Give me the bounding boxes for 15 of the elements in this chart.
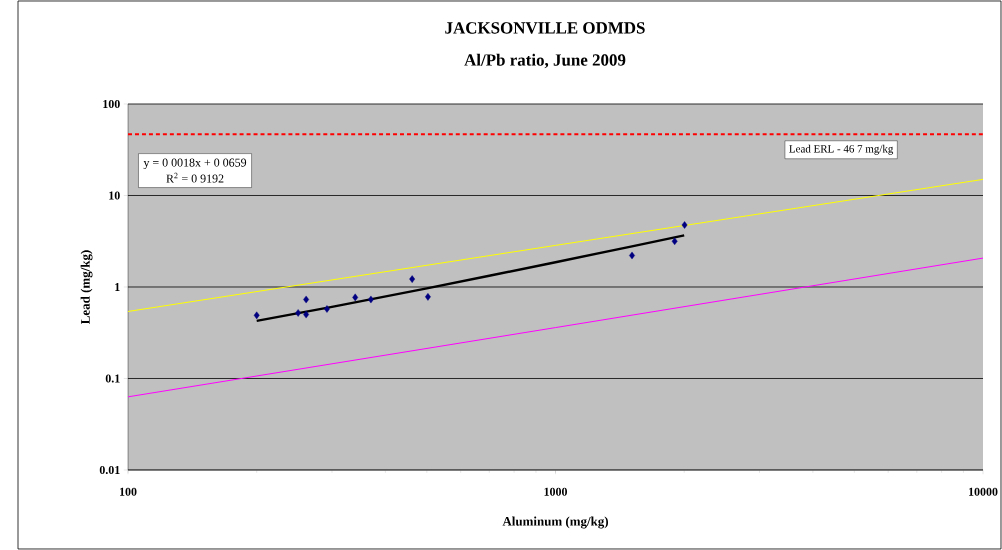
chart-subtitle: Al/Pb ratio, June 2009 bbox=[464, 53, 626, 69]
y-tick-label: 100 bbox=[103, 99, 120, 109]
ref-line-label: Lead ERL - 46 7 mg/kg bbox=[789, 144, 894, 155]
chart-title: JACKSONVILLE ODMDS bbox=[445, 22, 645, 34]
y-tick-label: 0.1 bbox=[105, 374, 120, 383]
annotation: R$^{2}$ = 0 9192 bbox=[166, 172, 224, 183]
x-tick-label: 100 bbox=[120, 487, 137, 496]
x-tick-label: 10000 bbox=[969, 487, 998, 496]
y-tick-label: 10 bbox=[109, 191, 120, 200]
x-tick-label: 1000 bbox=[544, 487, 568, 496]
x-axis-title: Aluminum (mg/kg) bbox=[502, 516, 609, 529]
y-tick-label: 0.01 bbox=[99, 465, 120, 475]
y-tick-label: 1 bbox=[115, 283, 120, 291]
annotation: y = 0 0018x + 0 0659 bbox=[143, 158, 247, 170]
y-axis-title: Lead (mg/kg) bbox=[80, 250, 93, 325]
